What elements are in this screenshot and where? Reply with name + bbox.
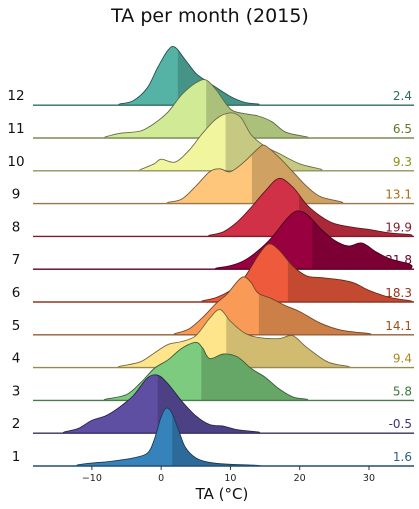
ridge-label-10: 10: [7, 154, 24, 170]
ridge-label-9: 9: [12, 187, 21, 203]
ridge-outline-5: [173, 276, 372, 336]
x-tick-label: 10: [224, 473, 236, 484]
ridge-label-11: 11: [7, 121, 24, 137]
ridge-outline-7: [215, 210, 413, 270]
chart-title: TA per month (2015): [110, 5, 309, 27]
ridge-outline-6: [201, 243, 413, 303]
ridge-right-of-mean-1: [172, 407, 261, 466]
ridge-month-1: 1 1.6: [12, 407, 414, 467]
ridge-label-8: 8: [12, 219, 21, 235]
ridge-label-3: 3: [12, 383, 21, 399]
ridge-mean-label-9: 13.1: [385, 188, 412, 202]
ridge-outline-1: [76, 407, 261, 467]
x-axis: −10 0 10 20 30: [82, 466, 375, 484]
ridge-label-5: 5: [12, 318, 21, 334]
ridge-mean-label-2: -0.5: [389, 417, 412, 431]
ridge-outline-12: [118, 46, 260, 106]
ridge-mean-label-6: 18.3: [385, 286, 412, 300]
ridge-month-7: 7 21.8: [12, 210, 414, 270]
ridge-mean-label-7: 21.8: [385, 253, 412, 267]
x-tick-label: 20: [294, 473, 306, 484]
ridge-mean-label-4: 9.4: [393, 352, 412, 366]
ridge-label-4: 4: [12, 351, 21, 367]
ridge-outline-10: [138, 112, 323, 172]
x-axis-label: TA (°C): [195, 485, 249, 503]
ridge-label-2: 2: [12, 416, 21, 432]
ridge-mean-label-10: 9.3: [393, 155, 412, 169]
ridge-area-8: [208, 178, 413, 237]
ridge-label-12: 12: [7, 88, 24, 104]
x-tick-label: 30: [363, 473, 375, 484]
ridge-mean-label-5: 14.1: [385, 319, 412, 333]
ridge-outline-4: [117, 309, 351, 369]
ridge-mean-label-8: 19.9: [385, 220, 412, 234]
ridge-outline-2: [62, 374, 261, 434]
ridge-outline-3: [103, 341, 309, 401]
ridge-label-7: 7: [12, 252, 21, 268]
ridge-mean-label-12: 2.4: [393, 89, 412, 103]
ridge-mean-label-1: 1.6: [393, 450, 412, 464]
x-tick-label: −10: [82, 473, 102, 484]
ridge-mean-label-3: 5.8: [393, 384, 412, 398]
ridge-mean-label-11: 6.5: [393, 122, 412, 136]
ridge-outline-9: [166, 144, 344, 205]
ridge-outline-11: [104, 79, 309, 139]
ridge-area-1: [76, 407, 261, 466]
ridge-outline-8: [208, 177, 413, 237]
x-tick-label: 0: [158, 473, 164, 484]
ridge-label-6: 6: [12, 285, 21, 301]
ridges-group: 12 2.411 6.510 9.39 13.18 19.97 21.86 18.35 14.1…: [7, 46, 414, 467]
ridge-label-1: 1: [12, 449, 21, 465]
